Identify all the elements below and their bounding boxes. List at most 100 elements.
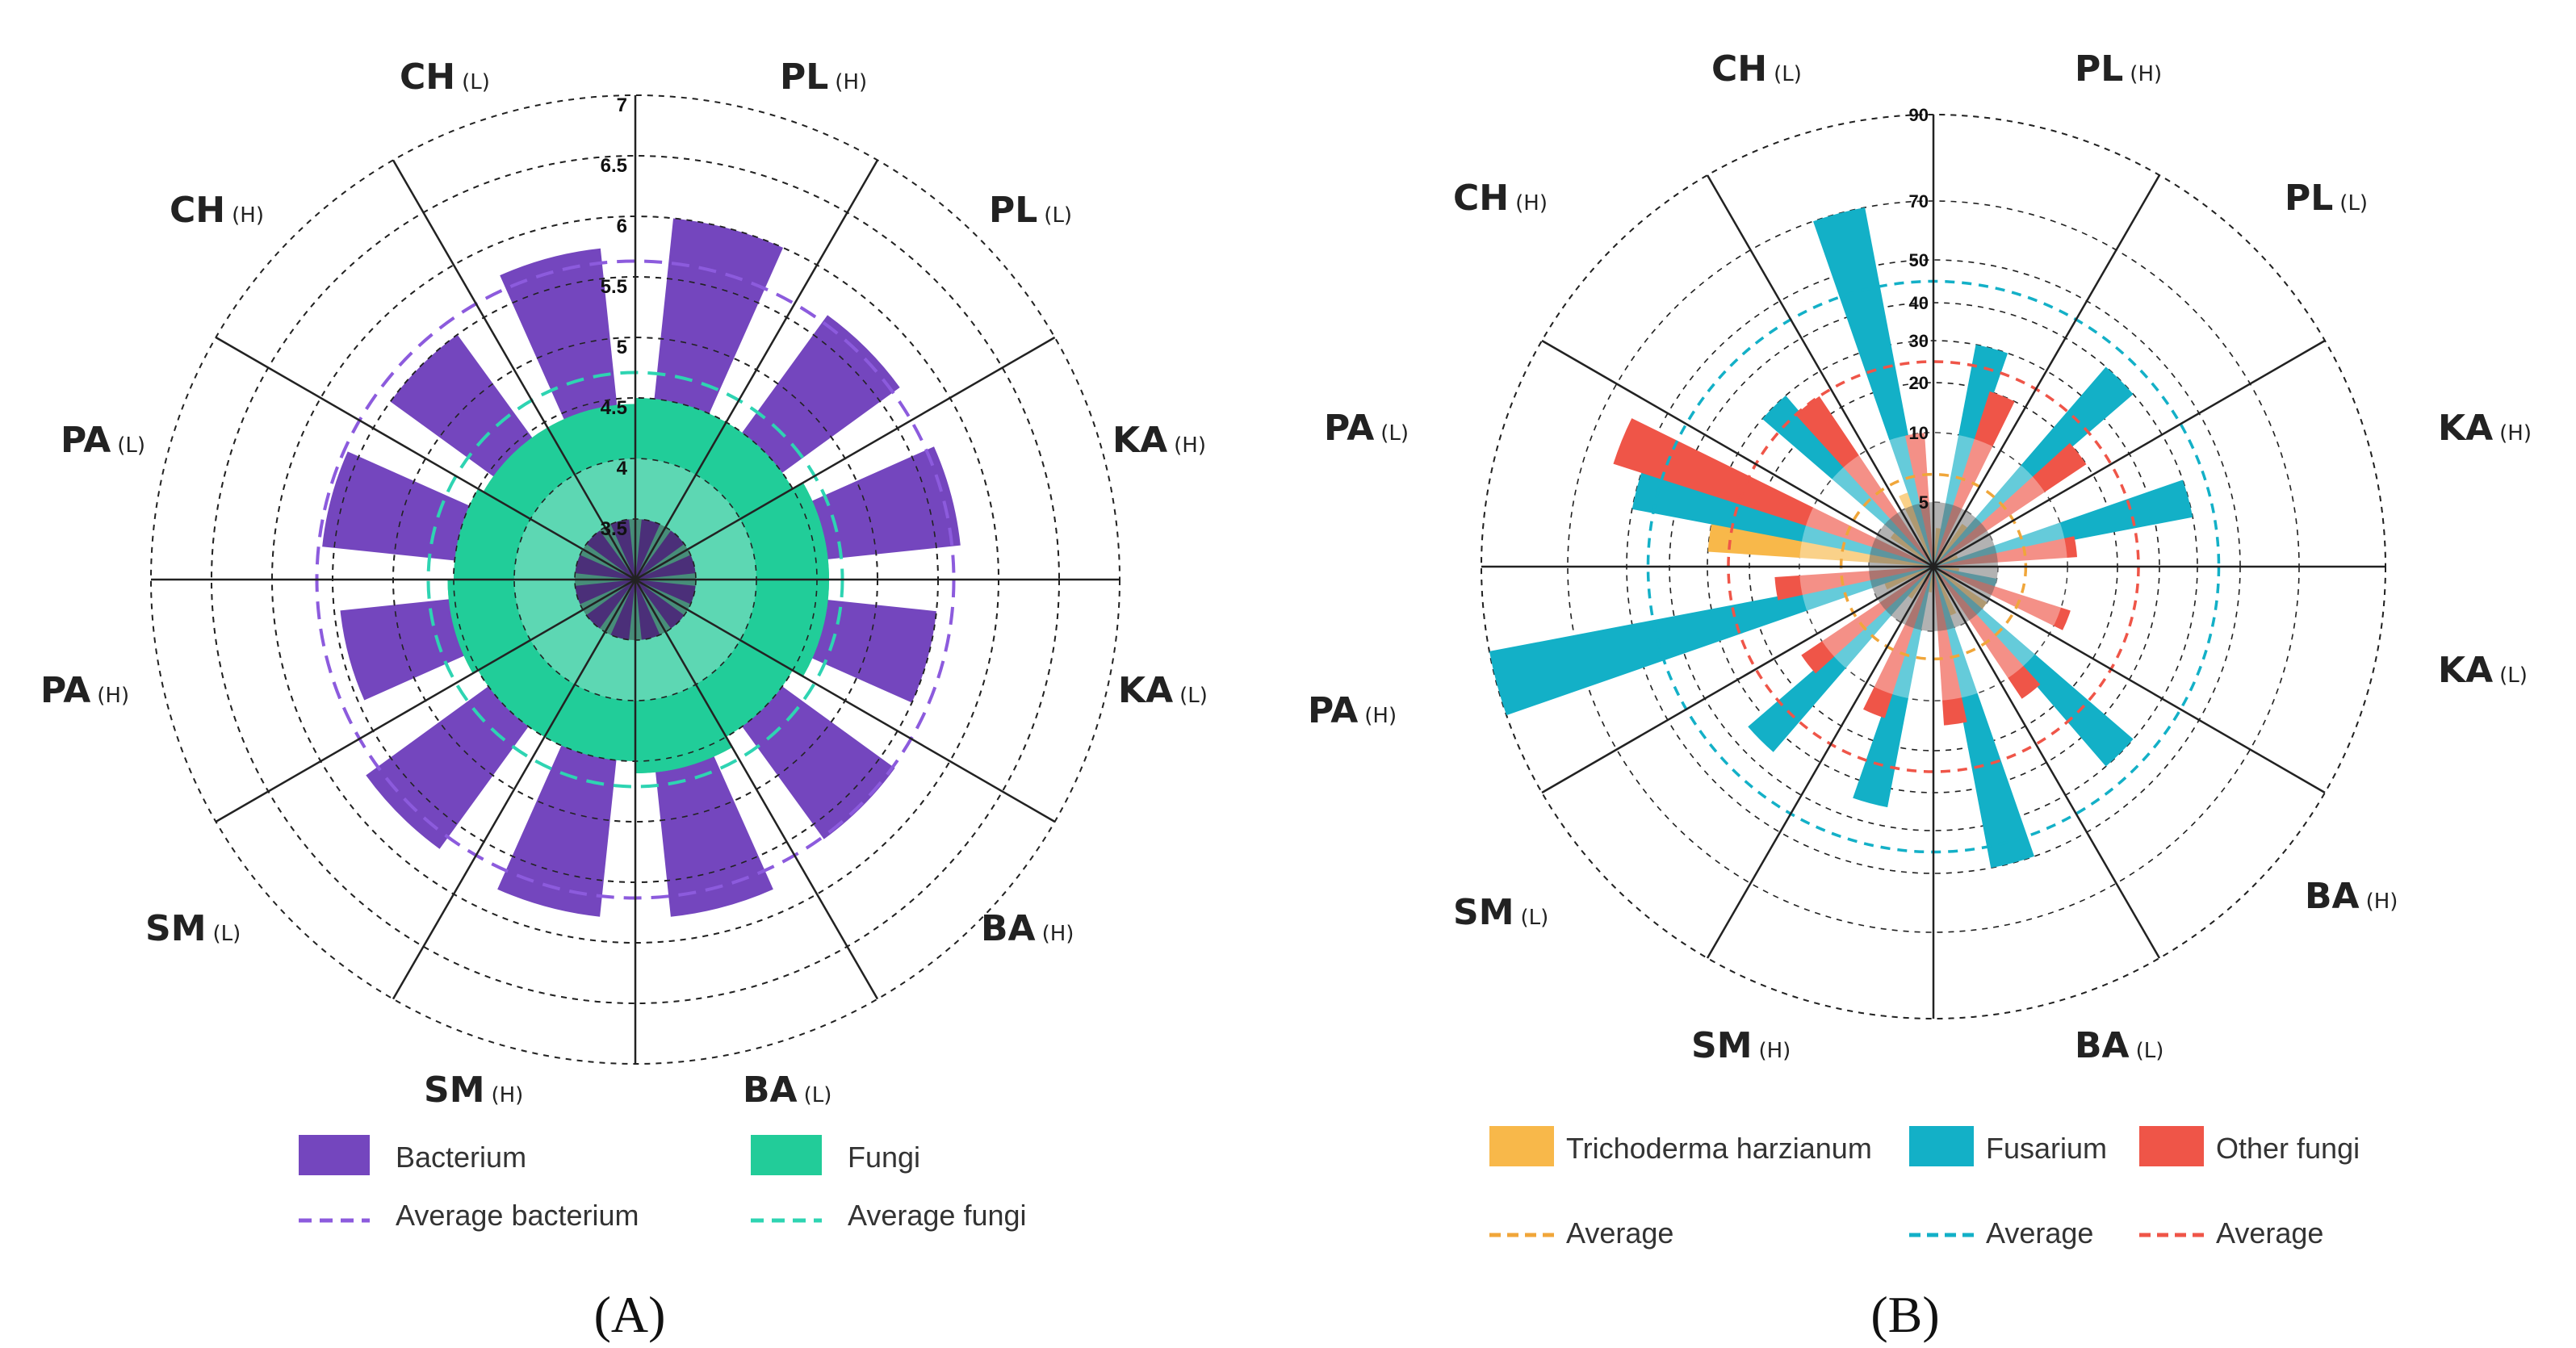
- bar-trichoderma-5: [1933, 567, 1957, 616]
- bar-trichoderma-11: [1899, 492, 1933, 567]
- spoke-line: [1932, 174, 2161, 567]
- radial-tick-label: 7: [617, 94, 627, 116]
- legend-label-3: Average fungi: [848, 1199, 1027, 1232]
- bar-fusarium-7: [1748, 567, 1933, 752]
- legend-swatch-0: [299, 1135, 370, 1175]
- category-label-a-6: SM (H): [424, 1070, 523, 1111]
- bar-other-fungi-0: [1933, 391, 2015, 567]
- panel-b-polar-chart: 5 10 20 30 40 50 70 90 PL (H) PL (L) KA (H) KA (L) BA (H)…: [1308, 48, 2532, 1066]
- spoke-line: [215, 578, 636, 823]
- bar-other-fungi-8: [1774, 567, 1933, 601]
- bar-bacterium-core-9: [575, 555, 635, 580]
- bar-fusarium-5: [1933, 567, 2034, 869]
- category-label-a-5: BA (L): [743, 1070, 831, 1111]
- radial-tick-label: 5: [617, 337, 627, 358]
- category-label-b-10: CH (H): [1453, 178, 1548, 219]
- radial-tick-label: 70: [1909, 191, 1929, 211]
- bar-fusarium-8: [1489, 567, 1933, 716]
- bar-other-fungi-7: [1801, 567, 1933, 674]
- legend-swatch-1: [751, 1135, 822, 1175]
- spoke-line: [392, 579, 637, 1000]
- bar-bacterium-core-8: [575, 580, 635, 605]
- radial-tick-label: 3.5: [601, 518, 627, 540]
- bar-bacterium-core-3: [635, 580, 696, 605]
- category-label-b-8: PA (H): [1308, 690, 1397, 731]
- bar-bacterium-core-5: [635, 580, 660, 640]
- legend-swatch-b-0: [1489, 1126, 1554, 1166]
- category-label-b-2: KA (H): [2438, 408, 2532, 449]
- bar-bacterium-core-6: [610, 580, 635, 640]
- category-label-a-7: SM (L): [145, 908, 241, 949]
- radial-tick-label: 40: [1909, 293, 1929, 313]
- bar-bacterium-core-10: [586, 530, 635, 580]
- bar-trichoderma-1: [1933, 523, 1968, 567]
- bar-other-fungi-1: [1933, 442, 2087, 567]
- radial-tick-label: 4.5: [601, 397, 627, 419]
- bar-bacterium-core-4: [635, 580, 685, 629]
- radial-tick-label: 10: [1909, 423, 1929, 443]
- bar-other-fungi-6: [1863, 567, 1933, 718]
- category-label-b-6: SM (H): [1691, 1025, 1791, 1066]
- bar-other-fungi-10: [1795, 396, 1933, 567]
- spoke-line: [1933, 339, 2326, 568]
- radial-tick-label: 90: [1909, 105, 1929, 125]
- radial-tick-label: 5: [1919, 492, 1929, 513]
- category-label-a-1: PL (L): [989, 190, 1072, 231]
- panel-b-label: (B): [1870, 1286, 1939, 1343]
- bar-bacterium-core-1: [635, 530, 685, 580]
- bar-bacterium-core-2: [635, 555, 696, 580]
- bar-trichoderma-10: [1890, 532, 1933, 567]
- spoke-line: [635, 578, 1056, 823]
- legend-label-b-2: Other fungi: [2216, 1132, 2360, 1165]
- bar-other-fungi-4: [1933, 567, 2041, 699]
- category-label-b-9: PA (L): [1324, 408, 1409, 449]
- legend-label-2: Average bacterium: [396, 1199, 639, 1232]
- panel-a-polar-chart: 3.5 4 4.5 5 5.5 6 6.5 7 PL (H) PL (L) KA (H) KA (L) BA (H…: [40, 57, 1208, 1111]
- category-label-a-9: PA (L): [61, 420, 145, 461]
- legend-label-b-3: Average: [1566, 1216, 1673, 1250]
- bar-bacterium-core-11: [610, 519, 635, 580]
- category-label-a-2: KA (H): [1112, 420, 1206, 461]
- bar-trichoderma-8: [1884, 567, 1933, 590]
- legend-swatch-b-1: [1909, 1126, 1974, 1166]
- radial-tick-label: 6: [617, 216, 627, 237]
- category-label-a-4: BA (H): [981, 908, 1074, 949]
- legend-label-1: Fungi: [848, 1141, 920, 1174]
- category-label-a-11: CH (L): [400, 57, 490, 98]
- bar-fusarium-4: [1933, 567, 2134, 767]
- legend-swatch-b-2: [2139, 1126, 2204, 1166]
- spoke-line: [1541, 339, 1934, 568]
- bar-other-fungi-5: [1933, 567, 1967, 726]
- spoke-line: [1932, 566, 2161, 959]
- legend-label-0: Bacterium: [396, 1141, 526, 1174]
- category-label-a-3: KA (L): [1118, 670, 1208, 711]
- category-label-b-7: SM (L): [1453, 892, 1548, 933]
- bar-bacterium-core-0: [635, 519, 660, 580]
- radial-tick-label: 5.5: [601, 276, 627, 298]
- category-label-b-1: PL (L): [2285, 178, 2368, 219]
- panel-b-legend: Trichoderma harzianum Fusarium Other fungi…: [1489, 1126, 2360, 1250]
- radial-tick-label: 30: [1909, 331, 1929, 351]
- spoke-line: [634, 579, 879, 1000]
- category-label-a-10: CH (H): [170, 190, 264, 231]
- spoke-line: [634, 159, 879, 580]
- radial-tick-label: 6.5: [601, 155, 627, 177]
- legend-label-b-5: Average: [2216, 1216, 2323, 1250]
- category-label-a-8: PA (H): [40, 670, 129, 711]
- spoke-line: [1933, 565, 2326, 794]
- panel-a-label: (A): [594, 1286, 666, 1343]
- spoke-line: [1706, 174, 1935, 567]
- bar-bacterium-core-7: [586, 580, 635, 629]
- category-label-a-0: PL (H): [780, 57, 867, 98]
- panel-a-legend: Bacterium Fungi Average bacterium Average f…: [299, 1135, 1027, 1232]
- radial-tick-label: 4: [617, 458, 628, 479]
- spoke-line: [1706, 566, 1935, 959]
- category-label-b-3: KA (L): [2438, 650, 2528, 691]
- bar-other-fungi-3: [1933, 567, 2071, 630]
- legend-label-b-0: Trichoderma harzianum: [1566, 1132, 1872, 1165]
- category-label-b-4: BA (H): [2305, 876, 2398, 917]
- spoke-line: [392, 159, 637, 580]
- spoke-line: [215, 336, 636, 581]
- category-label-b-5: BA (L): [2075, 1025, 2163, 1066]
- bar-trichoderma-4: [1933, 567, 1987, 610]
